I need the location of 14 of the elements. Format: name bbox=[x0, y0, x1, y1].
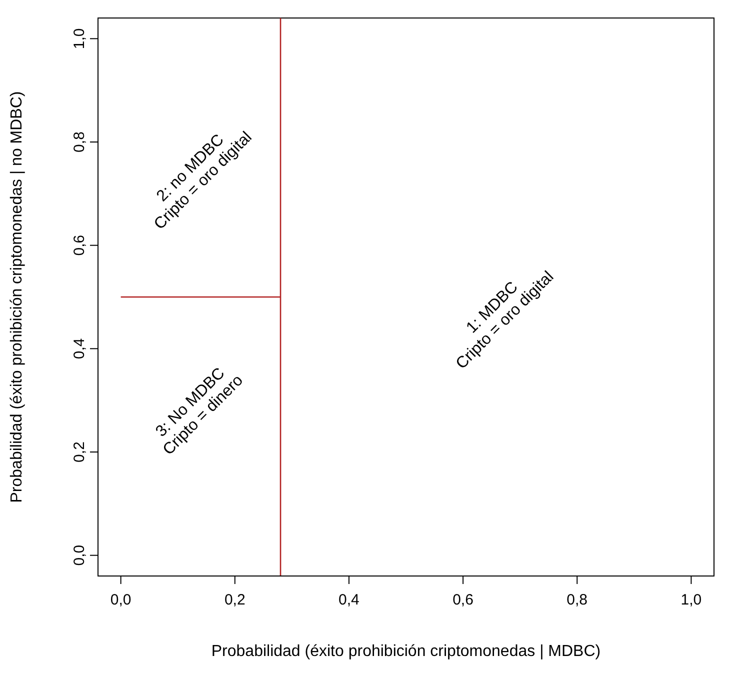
y-tick-label: 0,0 bbox=[71, 544, 88, 566]
x-tick-label: 0,8 bbox=[566, 592, 588, 609]
x-tick-label: 0,2 bbox=[224, 592, 246, 609]
y-axis-title: Probabilidad (éxito prohibición criptomonedas | no MDBC) bbox=[8, 91, 26, 503]
y-tick-label: 0,2 bbox=[71, 442, 88, 462]
x-tick-label: 0,4 bbox=[338, 592, 360, 609]
x-tick-label: 0,0 bbox=[110, 592, 132, 609]
x-tick-label: 1,0 bbox=[680, 592, 702, 609]
x-tick-label: 0,6 bbox=[452, 592, 474, 609]
y-tick-label: 1,0 bbox=[71, 28, 88, 50]
y-tick-label: 0,4 bbox=[71, 338, 88, 360]
x-axis-title: Probabilidad (éxito prohibición criptomonedas | MDBC) bbox=[211, 643, 601, 660]
y-tick-label: 0,6 bbox=[71, 234, 88, 256]
y-tick-label: 0,8 bbox=[71, 132, 88, 152]
